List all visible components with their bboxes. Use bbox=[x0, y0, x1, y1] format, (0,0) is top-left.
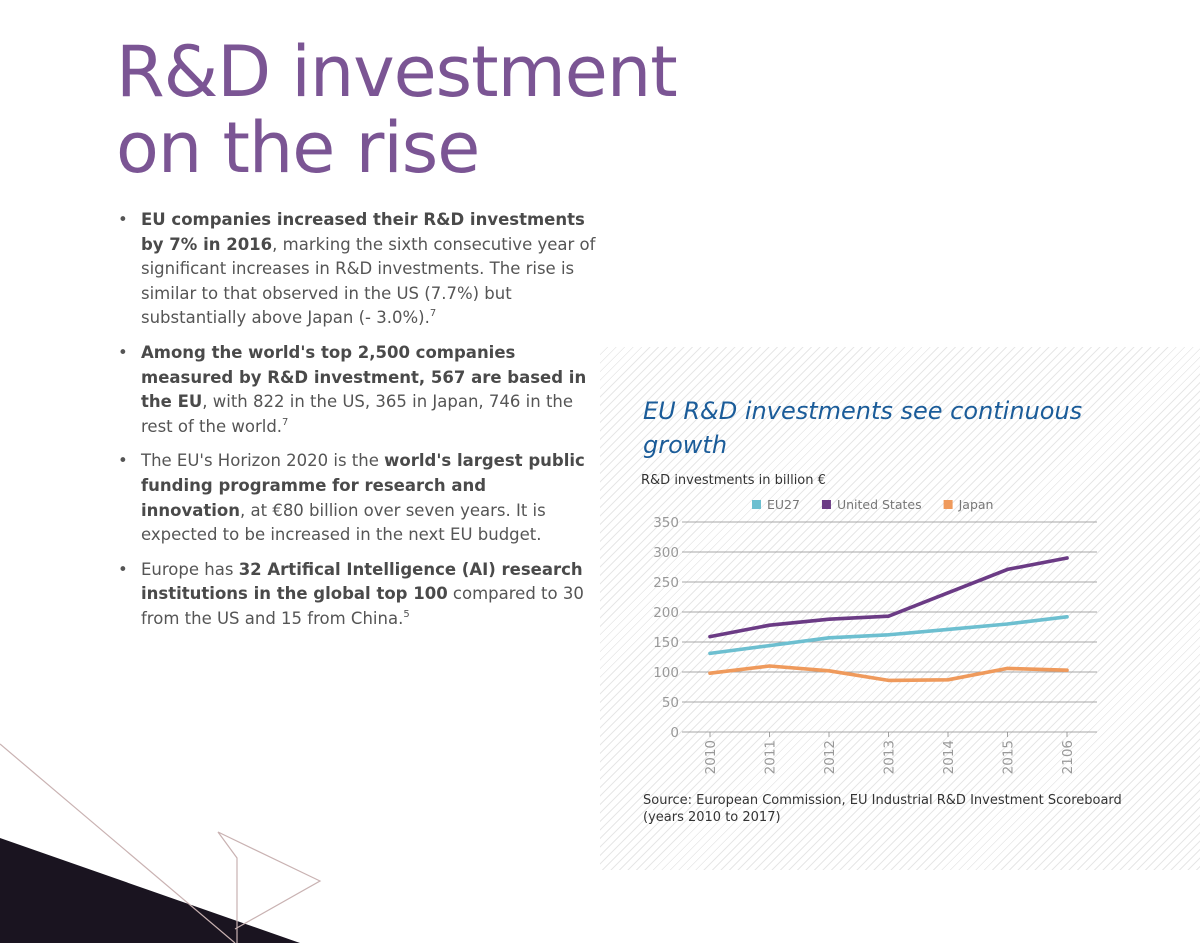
legend-swatch bbox=[821, 500, 831, 509]
data-point bbox=[708, 635, 712, 639]
data-point bbox=[767, 623, 772, 627]
x-tick-label: 2015 bbox=[1001, 740, 1017, 774]
page-title-line-2: on the rise bbox=[116, 107, 480, 189]
legend-swatch bbox=[752, 500, 761, 509]
legend-label: United States bbox=[837, 497, 922, 512]
legend-label: Japan bbox=[958, 497, 994, 512]
data-point bbox=[1065, 668, 1069, 672]
chart-title: EU R&D investments see continuous growth bbox=[643, 397, 1083, 459]
x-tick-label: 2011 bbox=[763, 740, 779, 774]
data-point bbox=[1005, 567, 1010, 571]
data-point bbox=[946, 627, 950, 631]
footnote-marker: 5 bbox=[403, 608, 410, 620]
footnote-marker: 7 bbox=[282, 416, 289, 428]
body-text: Europe has bbox=[141, 559, 239, 579]
data-point bbox=[1005, 622, 1010, 626]
body-text: The EU's Horizon 2020 is the bbox=[141, 451, 385, 471]
data-point bbox=[1005, 666, 1010, 670]
y-axis-label: R&D investments in billion € bbox=[641, 473, 826, 488]
data-point bbox=[886, 678, 891, 682]
bold-text: world's largest public funding programme… bbox=[141, 451, 585, 520]
x-tick-label: 2013 bbox=[882, 740, 898, 774]
data-point bbox=[767, 644, 772, 648]
y-tick-label: 350 bbox=[653, 515, 679, 531]
data-point bbox=[827, 617, 831, 621]
y-tick-label: 250 bbox=[653, 575, 679, 591]
bold-text: Among the world's top 2,500 companies me… bbox=[141, 342, 587, 412]
page-title-line-1: R&D investment bbox=[116, 31, 678, 113]
chart-source: Source: European Commission, EU Industri… bbox=[643, 793, 1122, 825]
line-chart: R&D investments in billion € EU27 United S… bbox=[641, 473, 1097, 774]
data-point bbox=[946, 591, 950, 595]
body-text: , marking the sixth consecutive year of … bbox=[141, 234, 596, 328]
y-tick-label: 300 bbox=[653, 545, 679, 561]
body-text: , at €80 billion over seven years. It is… bbox=[141, 500, 546, 545]
body-text: compared to 30 from the US and 15 from C… bbox=[141, 584, 584, 628]
data-point bbox=[1065, 615, 1069, 619]
footnote-marker: 7 bbox=[429, 308, 437, 320]
bullet-item: Europe has 32 Artifical Intelligence (AI… bbox=[116, 558, 596, 632]
body-text: , with 822 in the US, 365 in Japan, 746 … bbox=[141, 392, 574, 436]
page-title: R&D investment on the rise bbox=[116, 31, 678, 189]
data-point bbox=[946, 678, 950, 682]
x-tick-label: 2010 bbox=[703, 740, 719, 774]
data-point bbox=[827, 669, 831, 673]
legend-label: EU27 bbox=[767, 497, 800, 512]
data-point bbox=[886, 633, 891, 637]
decorative-triangle-outline bbox=[217, 831, 322, 943]
bullet-item: The EU's Horizon 2020 is the world's lar… bbox=[116, 449, 596, 547]
data-point bbox=[708, 651, 712, 655]
x-tick-label: 2012 bbox=[822, 740, 838, 774]
y-tick-label: 50 bbox=[662, 695, 679, 711]
chart-panel: EU R&D investments see continuous growth… bbox=[600, 347, 1200, 870]
data-point bbox=[708, 671, 712, 675]
bullet-list: EU companies increased their R&D investm… bbox=[116, 208, 596, 642]
dark-corner-shape bbox=[0, 838, 300, 943]
y-tick-label: 100 bbox=[653, 665, 679, 681]
data-point bbox=[767, 664, 772, 668]
bullet-item: EU companies increased their R&D investm… bbox=[116, 208, 596, 331]
y-tick-label: 0 bbox=[670, 725, 679, 741]
bold-text: 32 Artifical Intelligence (AI) research … bbox=[141, 559, 583, 604]
bold-text: EU companies increased their R&D investm… bbox=[141, 210, 585, 254]
data-point bbox=[1065, 556, 1069, 560]
x-tick-label: 2106 bbox=[1060, 740, 1076, 774]
bullet-item: Among the world's top 2,500 companies me… bbox=[116, 341, 596, 439]
y-tick-label: 150 bbox=[653, 635, 679, 651]
decorative-line bbox=[0, 743, 236, 943]
series-line bbox=[708, 664, 1069, 683]
x-tick-label: 2014 bbox=[941, 740, 957, 774]
data-point bbox=[827, 636, 831, 640]
data-point bbox=[886, 614, 891, 618]
legend-swatch bbox=[943, 500, 953, 509]
y-tick-label: 200 bbox=[653, 605, 679, 621]
